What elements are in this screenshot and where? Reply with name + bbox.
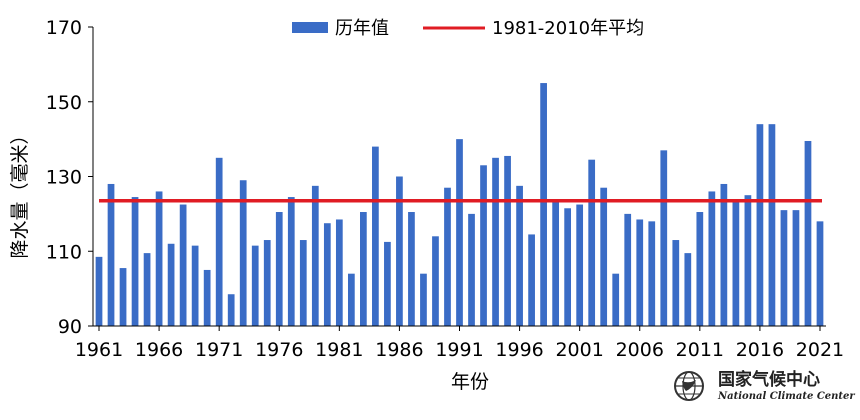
bar-1963 xyxy=(119,268,127,326)
bar-1978 xyxy=(299,240,307,326)
bar-2008 xyxy=(660,150,668,326)
x-tick-label-2006: 2006 xyxy=(616,339,664,361)
bar-1976 xyxy=(275,212,283,326)
bar-2002 xyxy=(588,159,596,326)
bar-2021 xyxy=(816,221,824,326)
x-tick-label-2011: 2011 xyxy=(676,339,724,361)
logo-name-en: National Climate Center xyxy=(717,391,855,402)
axes-group xyxy=(88,26,826,331)
bar-1966 xyxy=(155,191,163,326)
bar-2007 xyxy=(648,221,656,326)
bar-1992 xyxy=(468,213,475,327)
y-tick-label-130: 130 xyxy=(46,167,82,189)
x-tick-labels: 1961 1966 1971 1976 1981 1986 1991 1996 2001 2006… xyxy=(75,339,844,361)
bar-2003 xyxy=(600,187,608,326)
bar-2009 xyxy=(672,240,680,326)
x-tick-label-1991: 1991 xyxy=(435,339,483,361)
x-axis-title: 年份 xyxy=(451,371,489,393)
bar-1985 xyxy=(384,241,391,326)
bar-2000 xyxy=(564,208,572,326)
y-axis-title: 降水量（毫米） xyxy=(9,125,31,258)
bar-2016 xyxy=(756,124,764,326)
x-tick-label-1966: 1966 xyxy=(135,339,183,361)
bar-1977 xyxy=(287,197,295,326)
x-tick-label-1986: 1986 xyxy=(375,339,423,361)
bar-1982 xyxy=(347,273,355,326)
bar-1993 xyxy=(480,165,487,326)
wmo-globe-icon xyxy=(674,371,704,401)
x-tick-label-1961: 1961 xyxy=(75,339,123,361)
bar-2012 xyxy=(708,191,716,326)
bar-2018 xyxy=(780,210,788,326)
bar-2017 xyxy=(768,124,776,326)
x-tick-label-1976: 1976 xyxy=(255,339,303,361)
bar-1964 xyxy=(131,197,139,326)
bar-1989 xyxy=(432,236,439,326)
bar-2010 xyxy=(684,253,692,326)
bar-2004 xyxy=(612,273,620,326)
bar-1973 xyxy=(239,180,247,326)
bar-2015 xyxy=(744,195,752,326)
bar-1980 xyxy=(323,223,331,326)
bar-1994 xyxy=(492,157,499,326)
y-tick-label-90: 90 xyxy=(58,316,82,338)
bar-2014 xyxy=(732,200,740,326)
bar-1971 xyxy=(215,157,223,326)
bar-1970 xyxy=(203,269,211,326)
bar-1972 xyxy=(227,294,235,326)
bar-1967 xyxy=(167,243,175,326)
bar-1997 xyxy=(528,234,535,326)
bar-2005 xyxy=(624,213,632,327)
bar-2020 xyxy=(804,140,812,326)
bar-1984 xyxy=(372,146,379,326)
legend-swatch-bars xyxy=(292,22,328,33)
bar-1995 xyxy=(504,155,511,326)
bar-1999 xyxy=(552,200,559,326)
bar-1996 xyxy=(516,185,523,326)
bar-1974 xyxy=(251,245,259,326)
legend-label-line: 1981-2010年平均 xyxy=(492,18,644,39)
bar-1962 xyxy=(107,183,115,326)
y-tick-label-170: 170 xyxy=(46,17,82,39)
bar-1983 xyxy=(360,212,367,326)
bar-1987 xyxy=(408,212,415,326)
legend: 历年值 1981-2010年平均 xyxy=(292,18,644,39)
bars-group xyxy=(95,83,824,327)
bar-1965 xyxy=(143,253,151,326)
bar-1990 xyxy=(444,187,451,326)
bar-2013 xyxy=(720,183,728,326)
bar-2006 xyxy=(636,219,644,326)
ncc-logo: 国家气候中心 National Climate Center xyxy=(674,369,855,402)
bar-1968 xyxy=(179,204,187,326)
y-tick-labels: 90 110 130 150 170 xyxy=(46,17,82,338)
bar-2019 xyxy=(792,210,800,326)
x-tick-label-1996: 1996 xyxy=(495,339,543,361)
legend-label-bars: 历年值 xyxy=(335,18,389,39)
bar-2001 xyxy=(576,204,584,326)
bar-2011 xyxy=(696,212,704,326)
bar-1998 xyxy=(540,83,547,326)
bar-1975 xyxy=(263,240,271,326)
x-tick-label-1981: 1981 xyxy=(315,339,363,361)
x-tick-label-1971: 1971 xyxy=(195,339,243,361)
bar-1981 xyxy=(335,219,343,326)
x-tick-label-2021: 2021 xyxy=(796,339,844,361)
bar-1991 xyxy=(456,139,463,327)
bar-1979 xyxy=(311,185,319,326)
bar-1969 xyxy=(191,245,199,326)
x-tick-label-2016: 2016 xyxy=(736,339,784,361)
x-tick-label-2001: 2001 xyxy=(555,339,603,361)
y-tick-label-110: 110 xyxy=(46,241,82,263)
logo-name-cn: 国家气候中心 xyxy=(718,369,820,390)
y-tick-label-150: 150 xyxy=(46,92,82,114)
bar-1986 xyxy=(396,176,403,326)
bar-1961 xyxy=(95,256,103,326)
bar-1988 xyxy=(420,273,427,326)
